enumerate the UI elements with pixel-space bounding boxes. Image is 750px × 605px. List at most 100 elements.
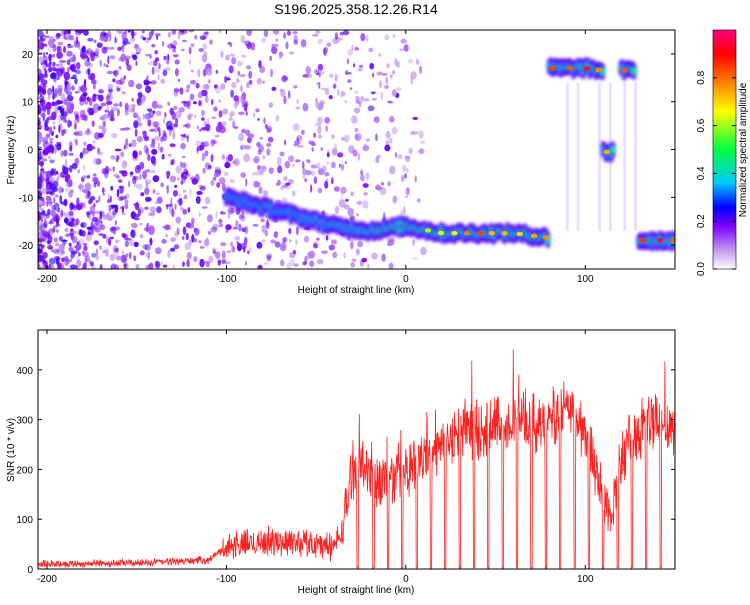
spectrogram-speckle: [121, 170, 128, 177]
spectrogram-speckle: [341, 189, 344, 198]
spectrogram-speckle: [57, 172, 61, 179]
spectrogram-speckle: [400, 175, 405, 182]
spectrogram-speckle: [331, 161, 336, 169]
spectrogram-speckle: [214, 86, 222, 94]
spectrogram-speckle: [120, 57, 124, 62]
spectrogram-speckle: [414, 175, 417, 183]
spectrogram-speckle: [166, 204, 169, 210]
spectrogram-speckle: [102, 234, 107, 239]
snr-panel: -200 -100 0 100 0 100 200 300 400 Height of stra…: [6, 329, 676, 596]
spectrogram-speckle: [142, 131, 147, 140]
spectrogram-speckle: [294, 39, 298, 45]
spectrogram-speckle: [72, 74, 77, 79]
spectrogram-speckle: [68, 35, 74, 41]
spectrogram-speckle: [311, 143, 316, 146]
spectrogram-speckle: [356, 213, 359, 217]
spectrogram-speckle: [140, 35, 144, 39]
spectrogram-speckle: [283, 176, 288, 182]
spectrogram-speckle: [110, 226, 117, 234]
spectrogram-speckle: [170, 42, 173, 49]
spectrogram-speckle: [48, 221, 54, 225]
spectrogram-speckle: [208, 39, 213, 45]
spectrogram-speckle: [316, 162, 321, 170]
spectrogram-speckle: [64, 167, 70, 171]
spectrogram-speckle: [210, 139, 216, 147]
spectrogram-speckle: [250, 42, 256, 51]
spectrogram-speckle: [266, 256, 271, 262]
spectrogram-speckle: [370, 91, 376, 95]
spectrogram-speckle: [135, 60, 138, 66]
spectrogram-speckle: [202, 68, 206, 77]
spectrogram-speckle: [227, 154, 233, 162]
spectrogram-speckle: [203, 261, 211, 264]
spectrogram-speckle: [74, 77, 78, 85]
spectrogram-speckle: [369, 62, 375, 70]
spectrogram-speckle: [257, 264, 263, 269]
spectrogram-speckle: [74, 118, 81, 124]
spectrogram-speckle: [203, 120, 207, 126]
spectrogram-speckle: [56, 51, 63, 59]
spectrogram-speckle: [245, 178, 248, 187]
spectrogram-speckle: [91, 146, 96, 150]
spectrogram-speckle: [202, 167, 206, 174]
spectrogram-speckle: [302, 102, 309, 112]
spectrogram-speckle: [213, 172, 220, 178]
spectrogram-speckle: [212, 176, 217, 181]
spectrogram-speckle: [223, 171, 229, 176]
spectrogram-speckle: [247, 133, 255, 139]
spectrogram-speckle: [255, 108, 260, 113]
spectrogram-speckle: [98, 88, 104, 94]
spectrogram-speckle: [313, 243, 318, 249]
spectrogram-trace-core: [632, 67, 637, 75]
spectrogram-speckle: [257, 168, 261, 176]
spectrogram-speckle: [82, 164, 86, 171]
spectrogram-ytick-label: 20: [22, 50, 34, 61]
spectrogram-speckle: [61, 239, 67, 246]
spectrogram-speckle: [261, 165, 267, 173]
spectrogram-speckle: [314, 30, 321, 34]
spectrogram-speckle: [38, 124, 45, 128]
spectrogram-speckle: [301, 129, 305, 135]
spectrogram-speckle: [52, 225, 58, 229]
spectrogram-speckle: [118, 57, 123, 62]
spectrogram-traces: [223, 57, 675, 252]
spectrogram-speckle: [46, 191, 50, 195]
spectrogram-speckle: [200, 141, 205, 150]
colorbar-tick-label: 0.6: [696, 118, 707, 132]
spectrogram-speckle: [79, 183, 82, 192]
spectrogram-speckle: [130, 229, 136, 239]
spectrogram-speckle: [288, 90, 291, 99]
spectrogram-speckle: [38, 105, 42, 112]
spectrogram-speckle: [306, 251, 312, 260]
spectrogram-speckle: [63, 46, 66, 53]
spectrogram-speckle: [116, 255, 122, 261]
spectrogram-speckle: [131, 139, 137, 148]
spectrogram-speckle: [397, 154, 403, 160]
spectrogram-speckle: [252, 224, 259, 227]
spectrogram-speckle: [214, 251, 221, 259]
spectrogram-speckle: [418, 148, 425, 155]
spectrogram-speckle: [106, 213, 110, 217]
spectrogram-speckle: [45, 52, 49, 55]
spectrogram-speckle: [179, 206, 184, 211]
spectrogram-speckle: [124, 102, 129, 111]
spectrogram-speckle: [175, 110, 182, 118]
spectrogram-speckle: [220, 50, 224, 58]
spectrogram-speckle: [182, 124, 188, 128]
colorbar-tick-label: 0.0: [696, 262, 707, 276]
spectrogram-speckle: [69, 202, 74, 211]
spectrogram-speckle: [151, 100, 158, 109]
spectrogram-speckle: [222, 108, 229, 115]
spectrogram-speckle: [116, 85, 119, 90]
spectrogram-speckle: [40, 112, 46, 118]
spectrogram-speckle: [149, 170, 156, 174]
spectrogram-speckle: [375, 133, 378, 142]
spectrogram-speckle: [50, 72, 57, 80]
spectrogram-speckle: [256, 77, 262, 85]
spectrogram-speckle: [135, 47, 142, 54]
spectrogram-speckle: [334, 205, 340, 214]
spectrogram-speckle: [416, 58, 419, 65]
spectrogram-speckle: [347, 133, 350, 142]
spectrogram-speckle: [66, 59, 71, 66]
spectrogram-speckle: [110, 263, 116, 269]
